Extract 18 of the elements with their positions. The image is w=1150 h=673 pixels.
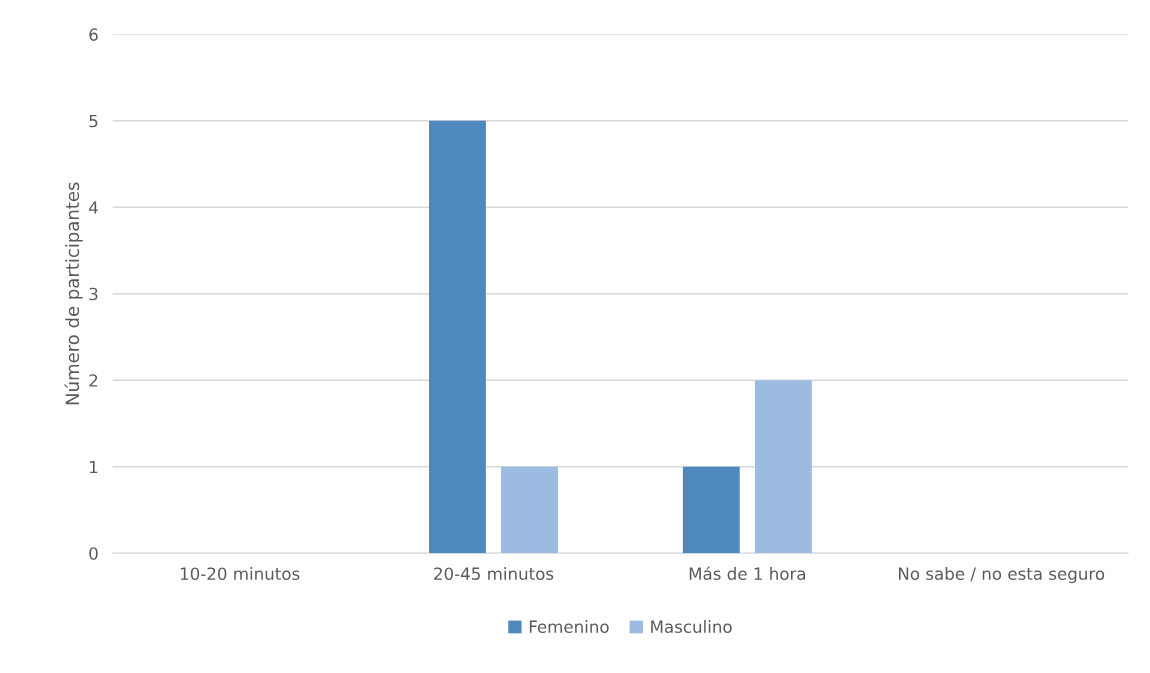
x-tick-label: 10-20 minutos [180, 567, 300, 580]
x-tick-label: No sabe / no esta seguro [899, 567, 1105, 584]
y-tick-label: 0 [89, 547, 98, 560]
x-tick-label: 20-45 minutos [434, 567, 554, 580]
y-tick-label: 5 [89, 114, 98, 128]
legend-label: Femenino [529, 620, 609, 633]
x-tick-label: Más de 1 hora [689, 566, 806, 580]
bar [429, 120, 486, 554]
bar [682, 466, 740, 554]
y-tick-label: 4 [89, 201, 98, 214]
bar [754, 380, 812, 554]
y-tick-label: 3 [89, 287, 98, 301]
y-tick-label: 2 [89, 374, 98, 387]
bar [501, 466, 558, 554]
y-tick-label: 6 [89, 28, 98, 41]
legend-label: Masculino [651, 620, 732, 633]
y-tick-label: 1 [90, 460, 98, 474]
y-axis-title: Número de participantes [64, 182, 83, 405]
